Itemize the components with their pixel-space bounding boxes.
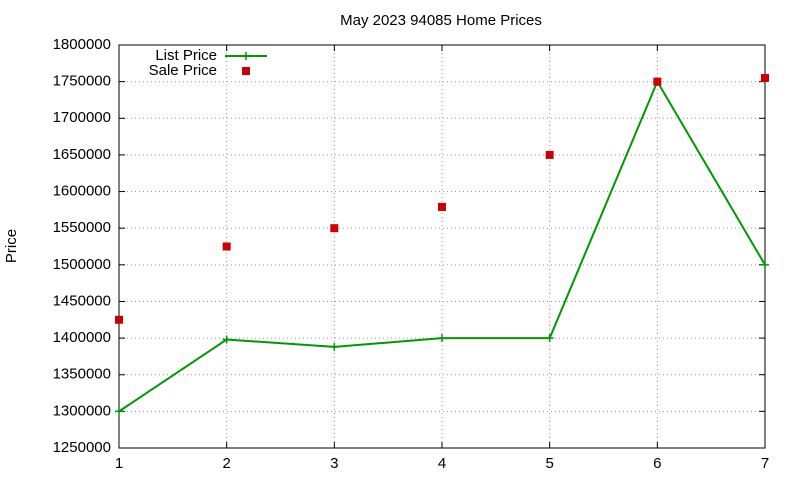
point-marker — [222, 242, 231, 251]
point-marker — [545, 334, 554, 343]
chart-title: May 2023 94085 Home Prices — [340, 12, 542, 29]
y-tick-label: 1600000 — [53, 183, 111, 200]
x-tick-label: 2 — [222, 455, 230, 472]
point-marker — [761, 260, 769, 269]
y-tick-label: 1750000 — [53, 73, 111, 90]
plot-frame — [118, 44, 766, 449]
x-tick-label: 7 — [761, 455, 769, 472]
y-tick-label: 1700000 — [53, 109, 111, 126]
y-tick-label: 1400000 — [53, 329, 111, 346]
point-marker — [330, 342, 339, 351]
y-axis-label: Price — [3, 229, 20, 263]
point-marker — [222, 335, 231, 344]
y-tick-label: 1300000 — [53, 402, 111, 419]
x-tick-label: 1 — [115, 455, 123, 472]
y-tick-label: 1650000 — [53, 146, 111, 163]
y-tick-label: 1500000 — [53, 256, 111, 273]
legend-label: Sale Price — [149, 62, 217, 79]
point-marker — [242, 67, 250, 75]
point-marker — [330, 224, 339, 233]
point-marker — [115, 407, 123, 416]
point-marker — [242, 52, 250, 60]
y-tick-label: 1350000 — [53, 366, 111, 383]
legend-label: List Price — [155, 47, 217, 64]
x-tick-label: 5 — [545, 455, 553, 472]
point-marker — [115, 315, 123, 324]
point-marker — [761, 73, 769, 82]
point-marker — [653, 77, 662, 86]
point-marker — [438, 202, 446, 211]
point-marker — [438, 334, 446, 343]
y-tick-label: 1450000 — [53, 292, 111, 309]
y-tick-label: 1800000 — [53, 36, 111, 53]
y-tick-label: 1250000 — [53, 439, 111, 456]
x-tick-label: 6 — [653, 455, 661, 472]
x-tick-label: 4 — [438, 455, 446, 472]
y-tick-label: 1550000 — [53, 219, 111, 236]
x-tick-label: 3 — [330, 455, 338, 472]
point-marker — [545, 150, 554, 159]
